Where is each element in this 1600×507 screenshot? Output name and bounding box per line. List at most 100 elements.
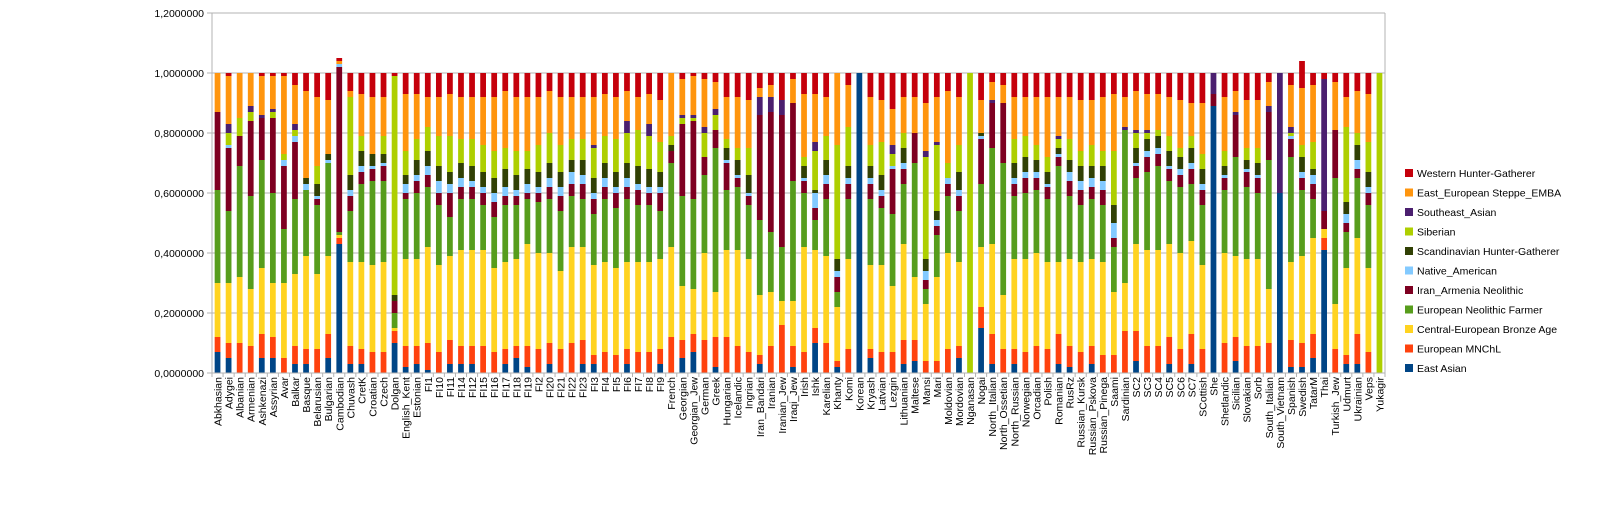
bar-segment: [867, 199, 874, 265]
bar-segment: [458, 97, 464, 139]
bar-segment: [1354, 133, 1361, 145]
bar-segment: [424, 187, 431, 247]
bar-segment: [358, 349, 365, 364]
legend-label: Siberian: [1417, 227, 1456, 239]
x-tick-label: FI12: [467, 377, 479, 398]
bar-segment: [956, 196, 962, 211]
legend-swatch: [1405, 227, 1413, 236]
bar-segment: [568, 160, 575, 172]
bar-segment: [303, 178, 309, 184]
bar-segment: [701, 127, 708, 133]
bar-segment: [413, 181, 420, 193]
bar-segment: [1111, 223, 1117, 238]
bar-segment: [1044, 199, 1051, 262]
bar-segment: [1343, 355, 1350, 364]
bar-segment: [635, 205, 641, 262]
bar-segment: [1343, 214, 1350, 223]
bar-segment: [369, 166, 376, 169]
bar-segment: [491, 151, 498, 178]
bar-segment: [1299, 178, 1305, 190]
bar-segment: [358, 166, 365, 172]
bar-segment: [435, 136, 442, 166]
x-tick-label: FI16: [489, 377, 501, 398]
x-tick-label: Nogai: [976, 377, 988, 404]
bar-segment: [956, 145, 962, 172]
bar-segment: [712, 337, 719, 367]
legend-swatch: [1405, 169, 1413, 177]
legend-label: Central-European Bronze Age: [1417, 324, 1557, 336]
bar-segment: [812, 328, 818, 343]
bar-segment: [1221, 343, 1228, 373]
bar-segment: [336, 67, 343, 232]
bar-segment: [1077, 205, 1084, 262]
bar-segment: [435, 166, 442, 181]
bar-segment: [646, 187, 652, 193]
bar-segment: [314, 349, 320, 373]
bar-segment: [1088, 145, 1095, 166]
bar-segment: [1188, 184, 1195, 241]
bar-segment: [391, 76, 398, 295]
bar-segment: [745, 175, 752, 193]
bar-segment: [458, 163, 464, 178]
bar-segment: [314, 199, 320, 205]
bar-segment: [590, 355, 597, 364]
bar-segment: [1011, 259, 1018, 349]
bar-segment: [989, 100, 996, 103]
bar-segment: [546, 73, 553, 91]
bar-segment: [1077, 100, 1084, 151]
bar-segment: [1221, 166, 1228, 175]
bar-segment: [258, 76, 265, 115]
bar-segment: [590, 148, 597, 178]
x-tick-label: FI19: [522, 377, 534, 398]
bar-segment: [613, 208, 619, 268]
bar-segment: [435, 265, 442, 352]
bar-segment: [1033, 172, 1040, 178]
bar-segment: [546, 199, 553, 253]
bar-segment: [1044, 349, 1051, 373]
bar-segment: [889, 214, 896, 286]
bar-segment: [568, 196, 575, 247]
bar-segment: [269, 337, 276, 358]
bar-segment: [1155, 346, 1162, 373]
x-tick-label: FI22: [567, 377, 579, 398]
x-tick-label: South_Vietnam: [1275, 377, 1287, 449]
bar-segment: [723, 97, 730, 139]
bar-segment: [1022, 136, 1029, 157]
bar-segment: [779, 115, 785, 247]
bar-segment: [657, 193, 664, 211]
bar-segment: [978, 100, 984, 133]
bar-segment: [524, 184, 531, 193]
legend-label: Native_American: [1417, 266, 1497, 278]
bar-segment: [668, 247, 675, 337]
bar-segment: [911, 133, 918, 163]
bar-segment: [236, 166, 243, 277]
bar-segment: [845, 166, 852, 178]
bar-segment: [325, 334, 332, 358]
bar-segment: [1055, 364, 1062, 373]
bar-segment: [1044, 73, 1051, 97]
bar-segment: [281, 166, 287, 229]
bar-segment: [1310, 199, 1316, 238]
bar-segment: [236, 277, 243, 343]
x-tick-label: Lithuanian: [899, 377, 911, 426]
bar-segment: [767, 232, 774, 292]
bar-segment: [1343, 202, 1350, 214]
x-tick-label: Mordovian: [954, 377, 966, 426]
bar-segment: [1055, 166, 1062, 262]
bar-segment: [1265, 112, 1272, 160]
bar-segment: [933, 361, 940, 373]
bar-segment: [601, 178, 608, 187]
x-tick-label: Veps: [1363, 377, 1375, 400]
bar-segment: [413, 175, 420, 181]
x-tick-label: FI15: [478, 377, 490, 398]
bar-segment: [1243, 160, 1250, 169]
bar-segment: [402, 367, 409, 373]
bar-segment: [1243, 172, 1250, 187]
bar-segment: [1321, 250, 1328, 373]
bar-segment: [945, 73, 951, 91]
bar-segment: [646, 352, 652, 373]
x-tick-label: FI9: [655, 377, 667, 392]
bar-segment: [1354, 145, 1361, 160]
bar-segment: [269, 118, 276, 193]
x-tick-label: SC6: [1175, 377, 1187, 398]
